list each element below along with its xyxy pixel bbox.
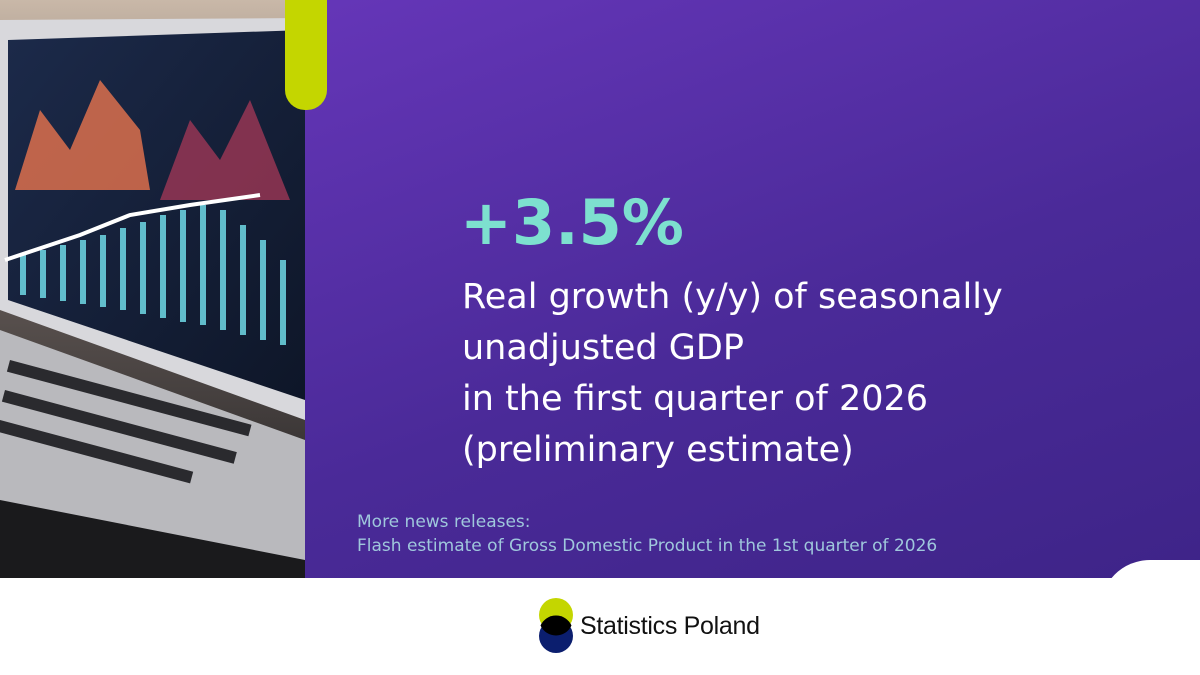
logo-mark (539, 598, 573, 653)
brand-name: Statistics Poland (580, 612, 760, 640)
more-releases: More news releases: Flash estimate of Gr… (357, 510, 937, 558)
description-line: in the first quarter of 2026 (462, 379, 929, 419)
footer (0, 578, 1200, 675)
laptop-photo (0, 0, 305, 578)
description-line: (preliminary estimate) (462, 430, 854, 470)
release-link[interactable]: Flash estimate of Gross Domestic Product… (357, 536, 938, 556)
description-line: unadjusted GDP (462, 328, 744, 368)
headline-value: +3.5% (460, 186, 684, 259)
panel (305, 0, 1200, 578)
description-line: Real growth (y/y) of seasonally (462, 277, 1003, 317)
more-label: More news releases: (357, 512, 531, 532)
headline-description: Real growth (y/y) of seasonally unadjust… (462, 272, 1003, 476)
accent-tab (285, 0, 327, 110)
